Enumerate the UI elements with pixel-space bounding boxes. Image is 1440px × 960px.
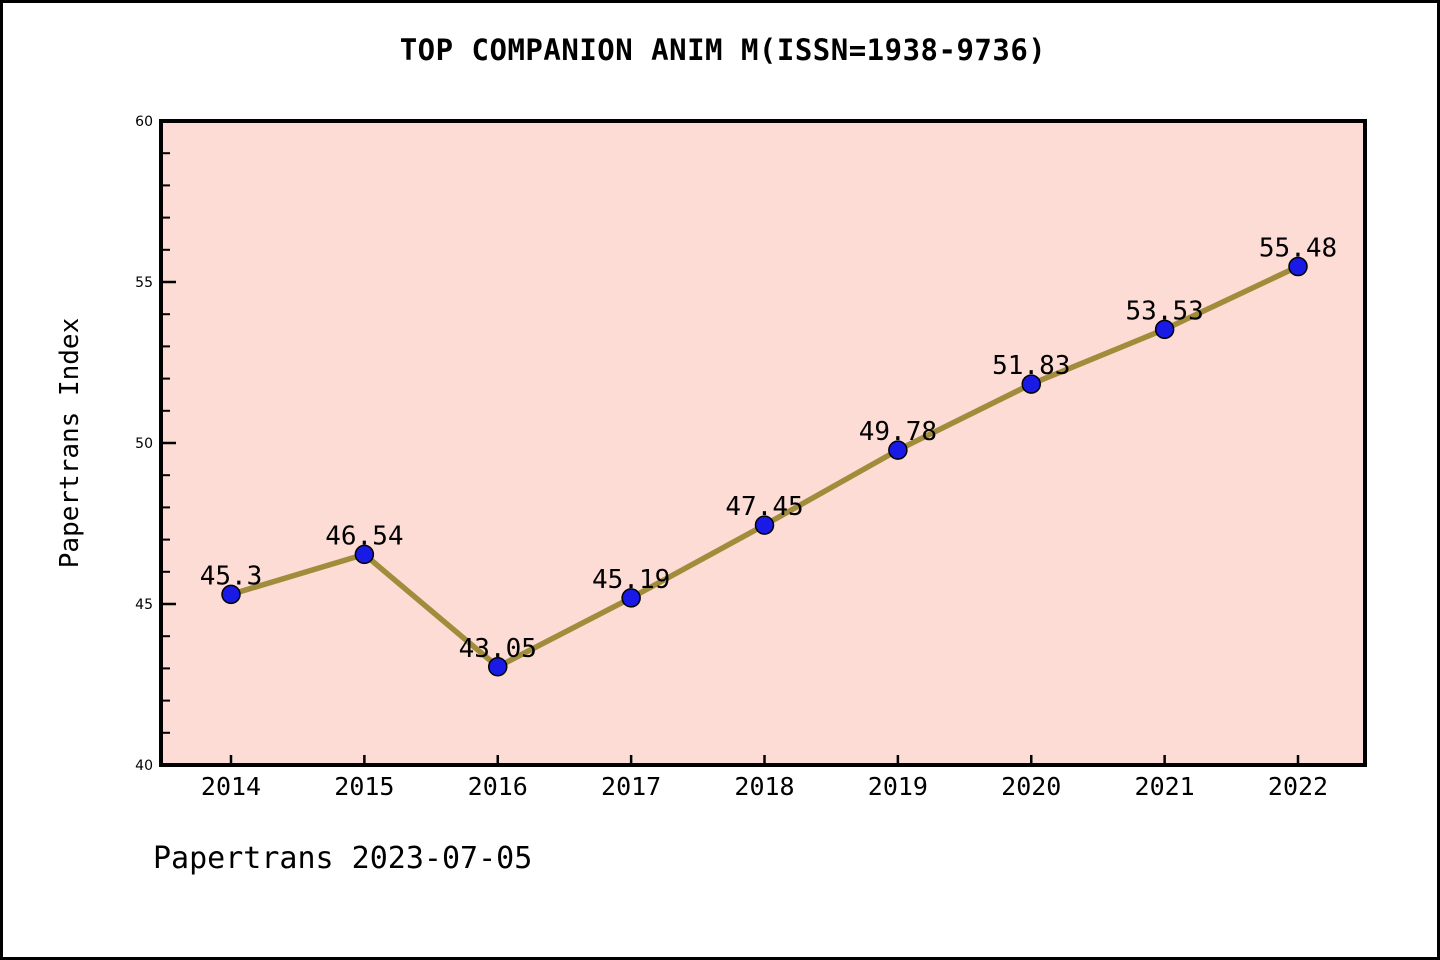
x-tick-label: 2016 <box>468 772 528 801</box>
y-tick-label: 40 <box>135 758 153 774</box>
chart-title: TOP COMPANION ANIM M(ISSN=1938-9736) <box>399 33 1047 67</box>
x-tick-label: 2019 <box>868 772 928 801</box>
x-tick-label: 2020 <box>1001 772 1061 801</box>
data-point-label: 45.3 <box>200 561 263 591</box>
data-point <box>621 588 641 608</box>
data-point-label: 46.54 <box>325 521 403 551</box>
data-point <box>354 544 375 565</box>
y-tick-label: 60 <box>135 114 153 130</box>
x-tick-label: 2022 <box>1268 772 1328 801</box>
x-tick-label: 2014 <box>201 772 261 801</box>
data-point <box>1154 319 1175 340</box>
data-point-label: 43.05 <box>459 634 537 664</box>
x-tick-label: 2018 <box>734 772 794 801</box>
data-point-label: 49.78 <box>859 417 937 447</box>
x-tick-label: 2015 <box>334 772 394 801</box>
data-point-label: 51.83 <box>992 351 1070 381</box>
data-point-label: 45.19 <box>592 565 670 595</box>
x-tick-label: 2021 <box>1135 772 1195 801</box>
data-point-label: 53.53 <box>1125 296 1203 326</box>
data-point <box>221 584 241 605</box>
chart-footer: Papertrans 2023-07-05 <box>153 841 533 876</box>
data-point-label: 55.48 <box>1259 234 1337 264</box>
y-tick-label: 45 <box>135 597 153 613</box>
data-point <box>1021 374 1041 394</box>
data-point <box>1288 256 1308 277</box>
data-point-label: 47.45 <box>725 492 803 522</box>
plot-area <box>161 121 1365 765</box>
y-tick-label: 50 <box>135 436 153 452</box>
data-point <box>754 515 775 535</box>
chart-svg: 40 45 50 55 60 2014 2015 2016 2017 2018 2019 2020 20… <box>135 114 1367 801</box>
y-tick-label: 55 <box>135 275 153 291</box>
data-point <box>888 440 908 460</box>
axes-spines <box>159 119 1367 767</box>
x-tick-label: 2017 <box>601 772 661 801</box>
data-point <box>488 657 508 677</box>
